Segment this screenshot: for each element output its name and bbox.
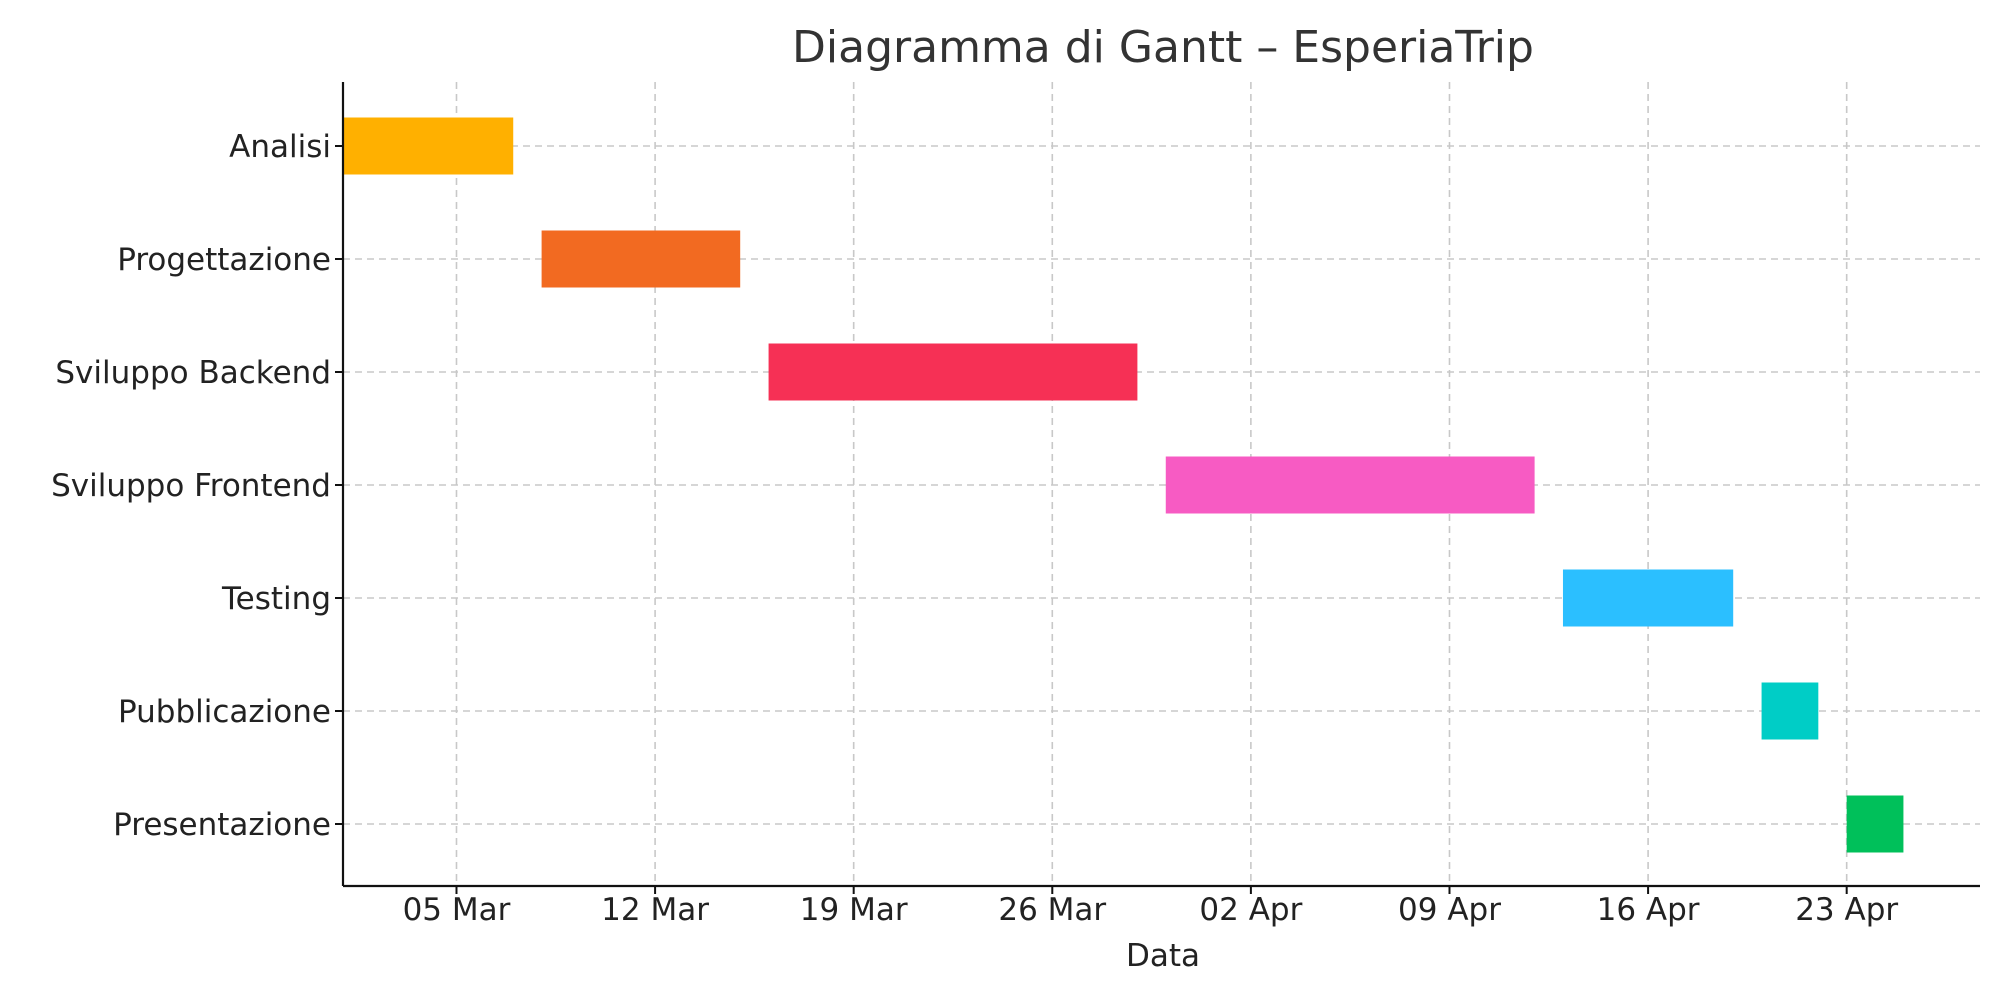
grid-layer bbox=[343, 82, 1980, 886]
axes-layer bbox=[335, 82, 1980, 894]
gantt-bar-analisi bbox=[343, 117, 514, 175]
gantt-bar-presentazione bbox=[1846, 795, 1904, 853]
x-tick-label: 05 Mar bbox=[403, 892, 511, 928]
gantt-bar-sviluppo-backend bbox=[768, 343, 1138, 401]
gantt-bar-testing bbox=[1562, 569, 1734, 627]
y-tick-label: Progettazione bbox=[117, 242, 331, 278]
x-tick-label: 12 Mar bbox=[601, 892, 709, 928]
gantt-bar-sviluppo-frontend bbox=[1165, 456, 1535, 514]
x-axis-label: Data bbox=[1126, 938, 1200, 974]
x-tick-label: 09 Apr bbox=[1398, 892, 1501, 928]
chart-title: Diagramma di Gantt – EsperiaTrip bbox=[792, 22, 1534, 73]
y-tick-label: Pubblicazione bbox=[118, 694, 331, 730]
y-tick-label: Sviluppo Frontend bbox=[51, 468, 331, 504]
x-tick-label: 02 Apr bbox=[1199, 892, 1302, 928]
gantt-bar-progettazione bbox=[541, 230, 741, 288]
x-tick-label: 26 Mar bbox=[998, 892, 1106, 928]
bars-layer bbox=[343, 117, 1904, 853]
y-tick-label: Presentazione bbox=[113, 807, 331, 843]
y-tick-label: Analisi bbox=[229, 129, 331, 165]
x-tick-label: 19 Mar bbox=[800, 892, 908, 928]
y-tick-label: Sviluppo Backend bbox=[55, 355, 331, 391]
gantt-bar-pubblicazione bbox=[1761, 682, 1819, 740]
y-tick-label: Testing bbox=[221, 581, 331, 617]
x-tick-label: 23 Apr bbox=[1795, 892, 1898, 928]
x-tick-label: 16 Apr bbox=[1597, 892, 1700, 928]
labels-layer: 05 Mar 12 Mar 19 Mar 26 Mar 02 Apr 09 Apr 16 A… bbox=[51, 129, 1898, 928]
